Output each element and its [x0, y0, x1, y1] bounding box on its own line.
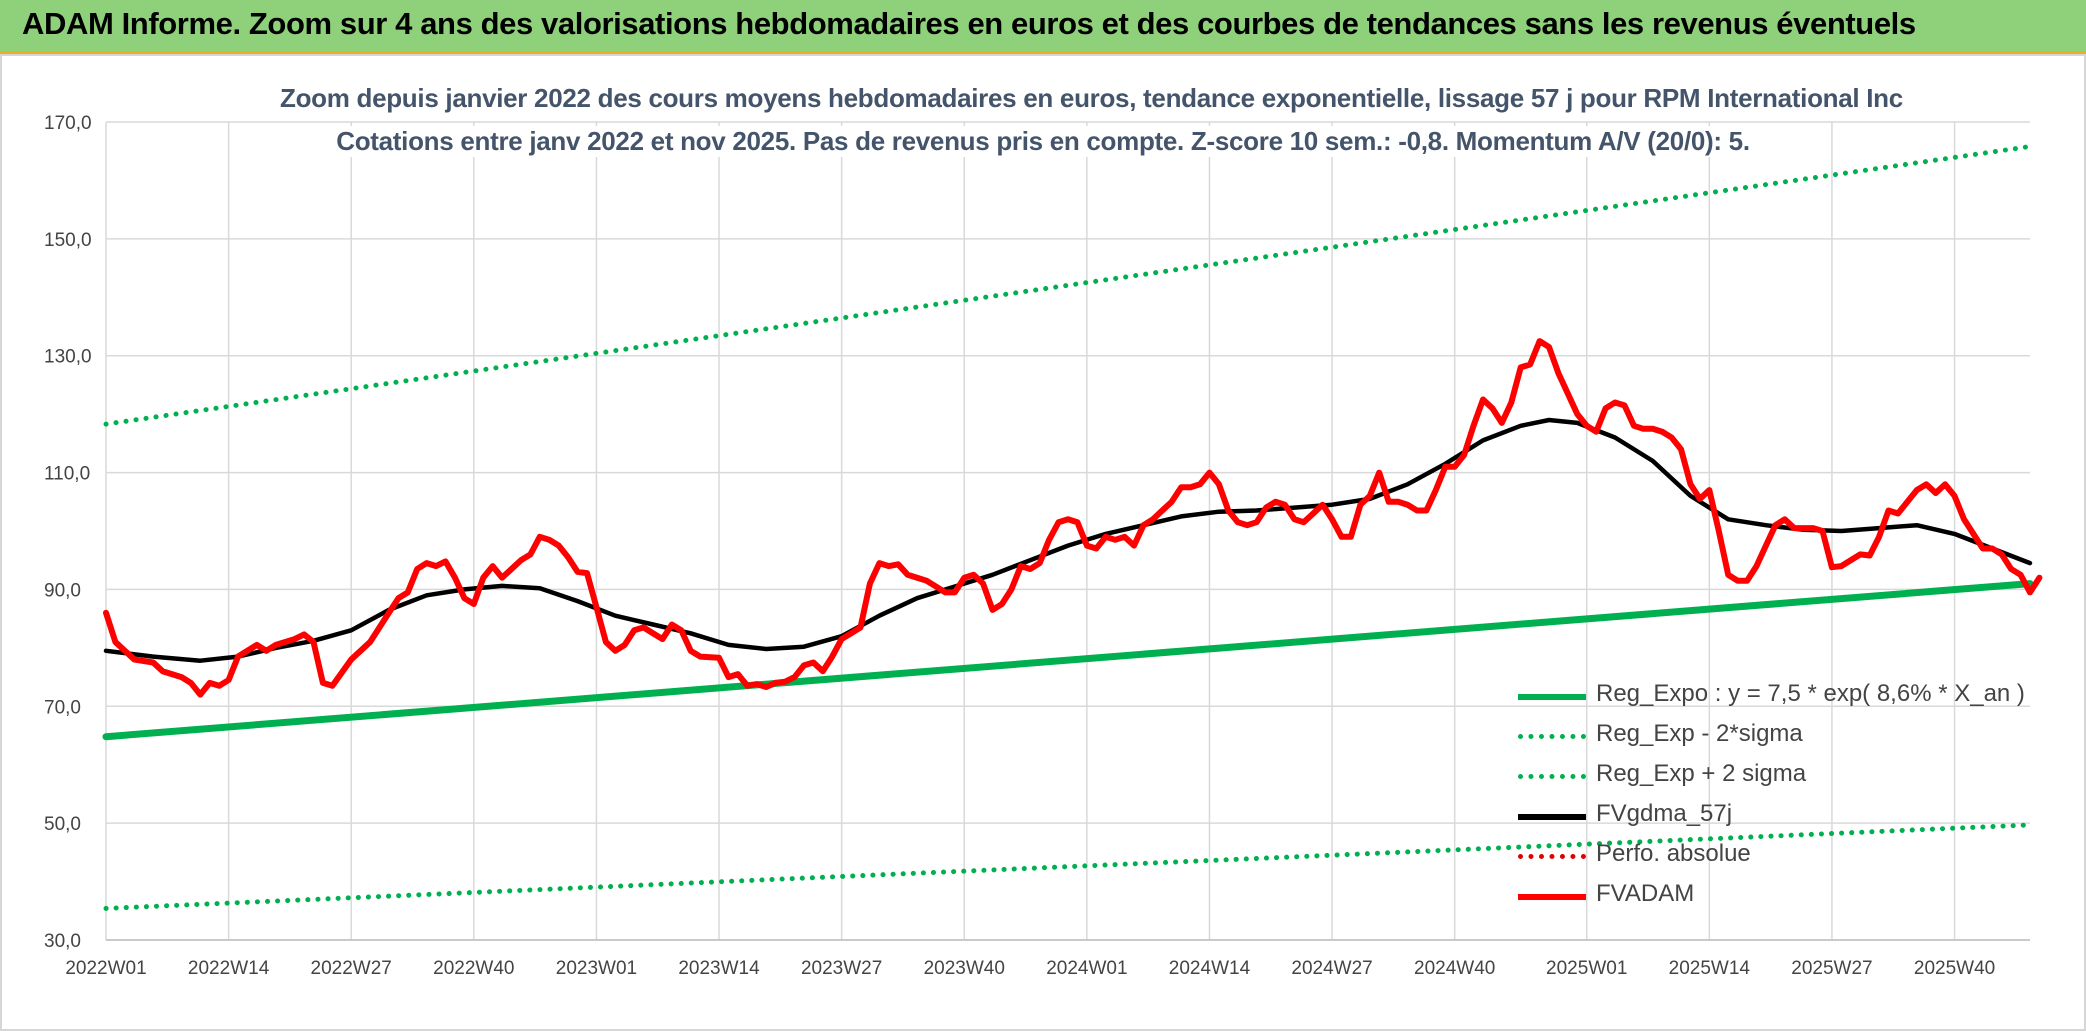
series-line-reg_exp [103, 144, 2033, 427]
y-tick-label: 90,0 [44, 580, 81, 601]
x-tick-label: 2024W40 [1414, 958, 1495, 979]
y-tick-label: 110,0 [44, 464, 90, 485]
legend-label: FVADAM [1596, 880, 1695, 907]
x-tick-label: 2023W27 [801, 958, 882, 979]
x-tick-label: 2025W01 [1546, 958, 1627, 979]
series-line-fvgdma_57j [103, 417, 2033, 663]
legend-label: Reg_Exp + 2 sigma [1596, 760, 1807, 787]
x-tick-label: 2025W14 [1669, 958, 1751, 979]
legend-item: Reg_Expo : y = 7,5 * exp( 8,6% * X_an ) [1510, 676, 2025, 716]
legend-item: Reg_Exp + 2 sigma [1510, 756, 2010, 796]
legend-item: FVADAM [1510, 876, 2010, 916]
y-tick-label: 50,0 [44, 814, 81, 835]
y-tick-label: 70,0 [44, 697, 81, 718]
legend-label: Perfo. absolue [1596, 840, 1751, 867]
chart-grid [105, 121, 2030, 941]
report-title: ADAM Informe. Zoom sur 4 ans des valoris… [22, 6, 1916, 41]
legend-swatch [1518, 894, 1586, 900]
y-tick-label: 130,0 [44, 347, 92, 368]
x-tick-label: 2025W27 [1791, 958, 1872, 979]
series-line-reg_exp [103, 822, 2033, 911]
legend-swatch [1518, 814, 1586, 820]
y-tick-label: 170,0 [44, 113, 92, 134]
chart-title: Zoom depuis janvier 2022 des cours moyen… [280, 83, 1903, 114]
legend-label: Reg_Expo : y = 7,5 * exp( 8,6% * X_an ) [1596, 680, 2025, 707]
x-tick-label: 2025W40 [1914, 958, 1995, 979]
legend-label: Reg_Exp - 2*sigma [1596, 720, 1803, 747]
chart-legend: Reg_Expo : y = 7,5 * exp( 8,6% * X_an ) R… [1510, 676, 2025, 916]
series-line-reg_expo [102, 580, 2034, 741]
x-tick-label: 2022W40 [433, 958, 514, 979]
chart-axes: 170,0 150,0 130,0 110,0 90,0 70,0 50,0 30,0 2022… [44, 113, 2030, 979]
legend-label: FVgdma_57j [1596, 800, 1733, 827]
legend-swatch [1518, 854, 1586, 859]
x-tick-label: 2024W14 [1169, 958, 1251, 979]
x-tick-label: 2024W27 [1291, 958, 1372, 979]
series-line-fvadam [103, 338, 2043, 698]
legend-swatch [1518, 694, 1586, 700]
legend-swatch [1518, 734, 1586, 739]
x-tick-label: 2022W01 [65, 958, 146, 979]
legend-swatch [1518, 774, 1586, 779]
x-tick-label: 2024W01 [1046, 958, 1127, 979]
x-tick-label: 2022W14 [188, 958, 270, 979]
y-tick-label: 30,0 [44, 931, 81, 952]
legend-item: FVgdma_57j [1510, 796, 2010, 836]
y-tick-label: 150,0 [44, 230, 92, 251]
x-tick-label: 2023W01 [556, 958, 637, 979]
x-tick-label: 2023W14 [678, 958, 760, 979]
x-tick-label: 2022W27 [311, 958, 392, 979]
legend-item: Reg_Exp - 2*sigma [1510, 716, 2010, 756]
legend-item: Perfo. absolue [1510, 836, 2010, 876]
report-banner: ADAM Informe. Zoom sur 4 ans des valoris… [0, 0, 2086, 54]
x-tick-label: 2023W40 [924, 958, 1005, 979]
chart-subtitle: Cotations entre janv 2022 et nov 2025. P… [280, 126, 1806, 157]
chart-series [102, 144, 2043, 911]
